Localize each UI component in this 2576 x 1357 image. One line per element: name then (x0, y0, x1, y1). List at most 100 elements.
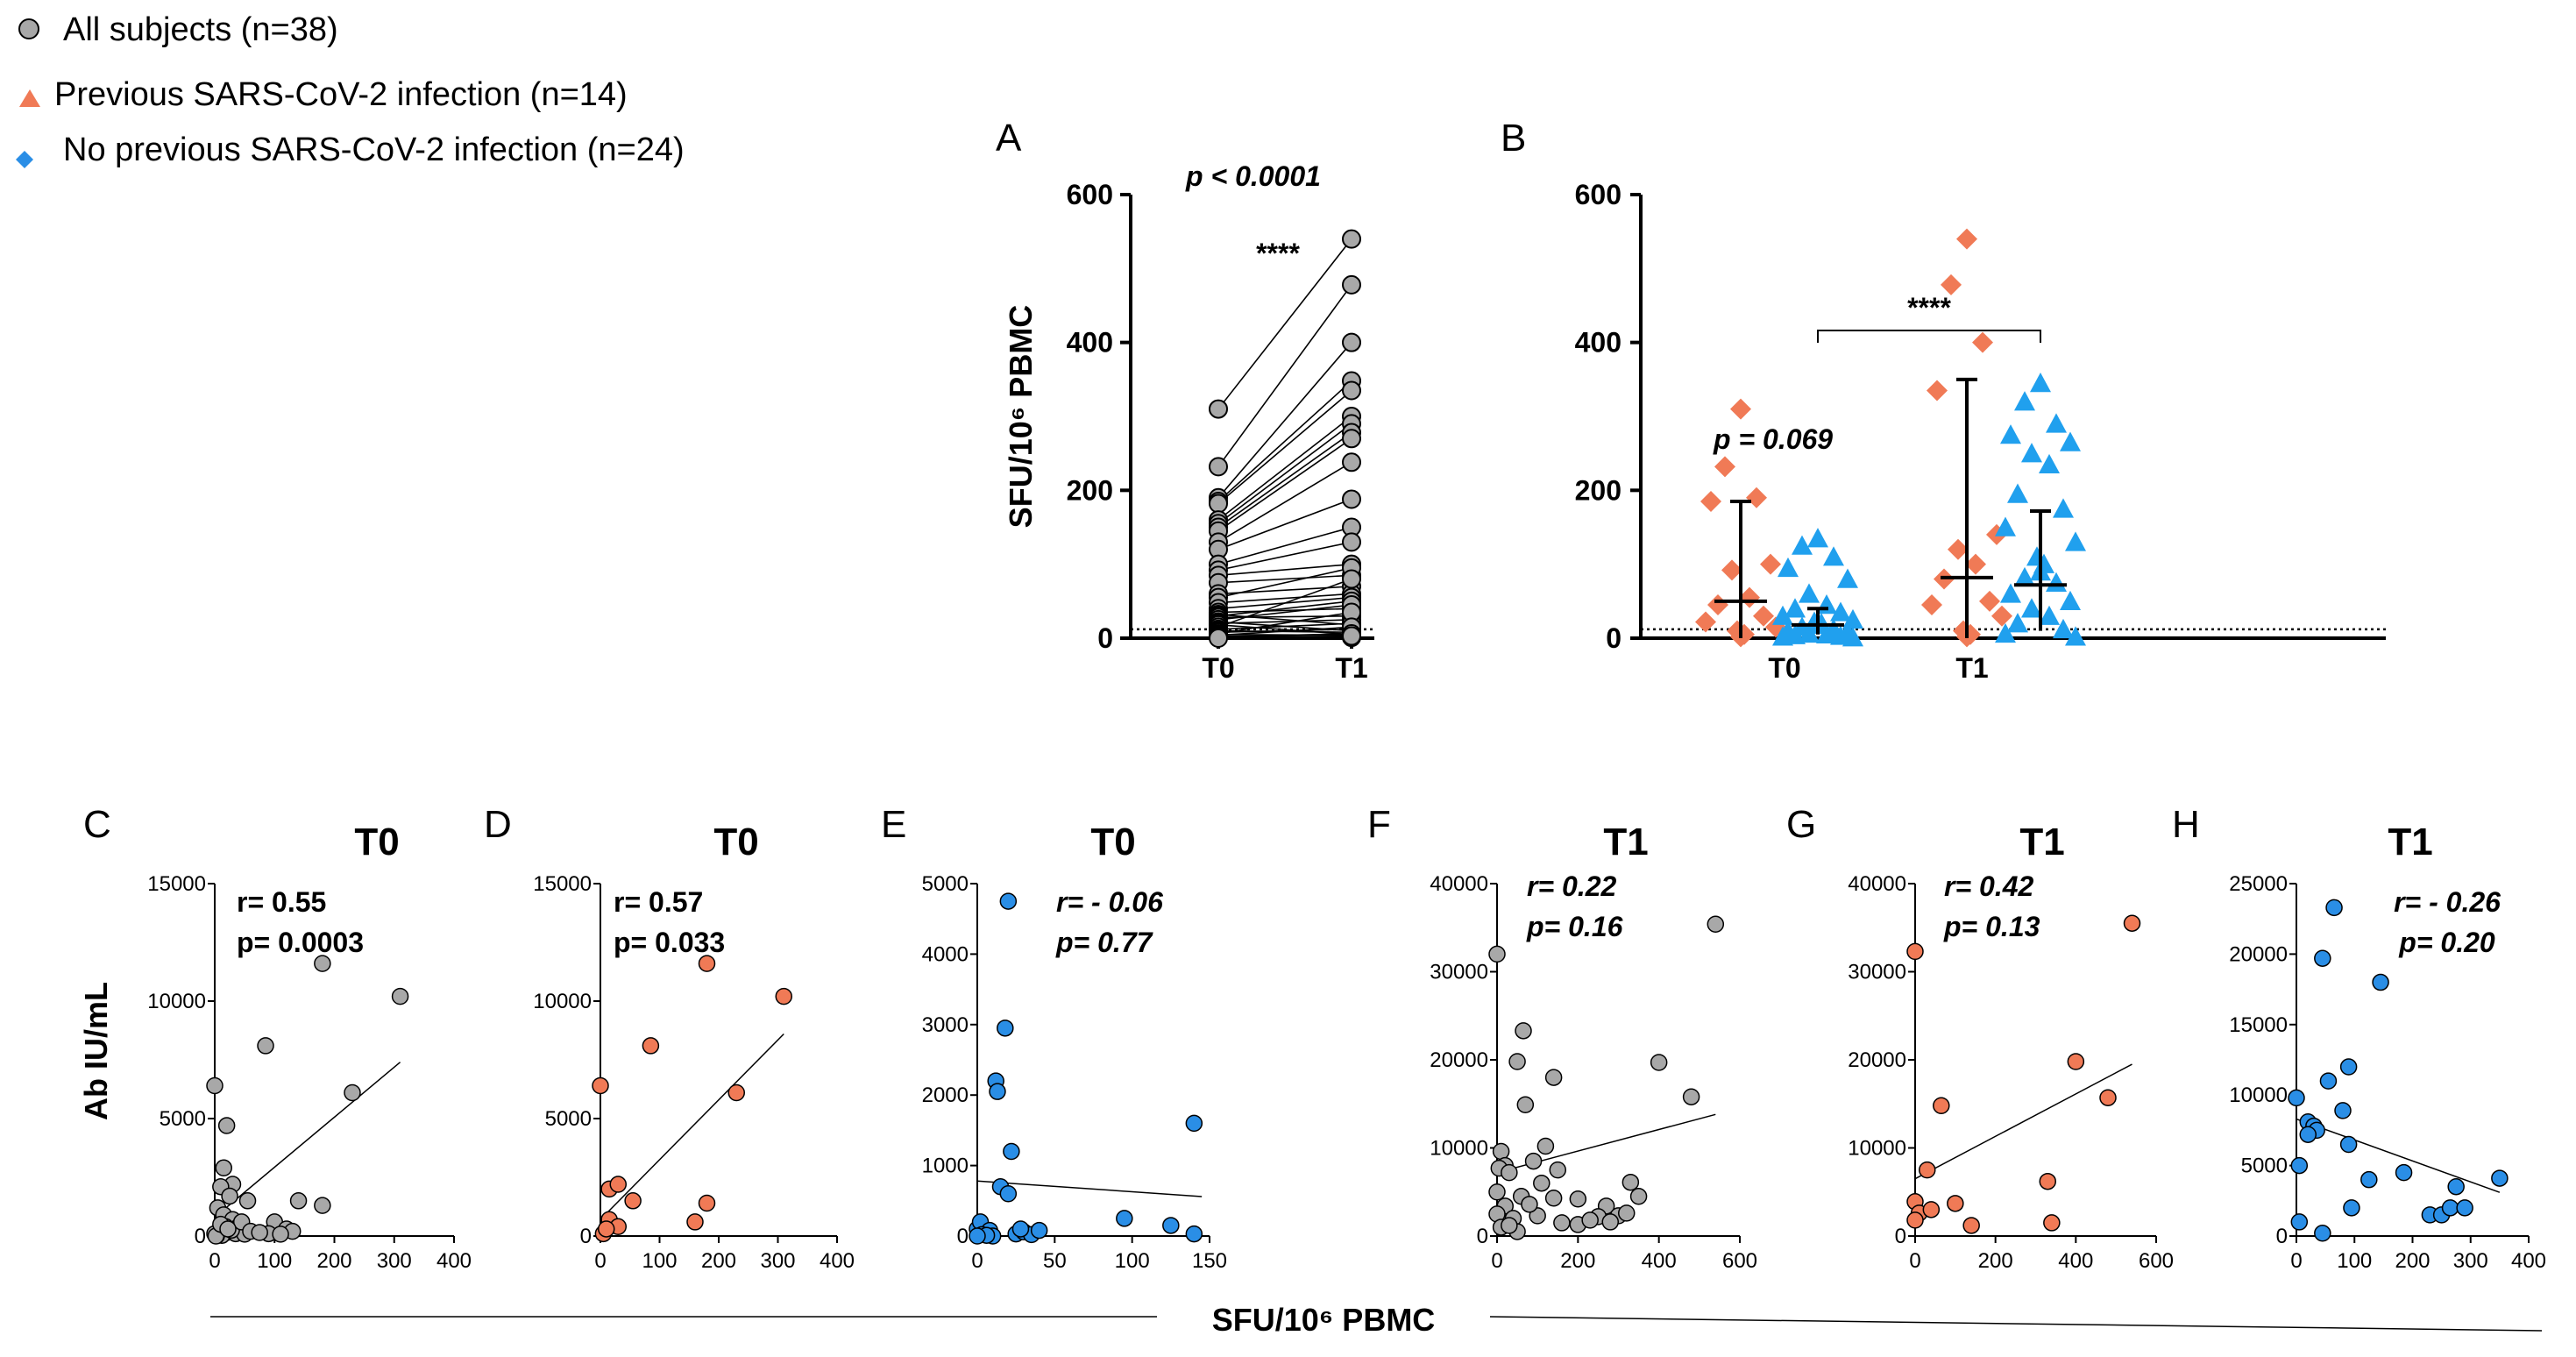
shared-x-rule-right (1489, 1316, 2543, 1332)
data-point (592, 1076, 609, 1095)
data-point (1842, 627, 1863, 647)
data-point (1011, 1220, 1030, 1238)
data-point (2039, 453, 2060, 474)
pair-line (1217, 461, 1352, 544)
shared-x-label: SFU/10⁶ PBMC (1212, 1302, 1436, 1338)
y-tick-label: 400 (1067, 327, 1113, 359)
data-point (2299, 1126, 2317, 1143)
data-point (1544, 1069, 1563, 1086)
data-point (2021, 443, 2042, 463)
data-point (1816, 623, 1837, 643)
y-tick-label: 40000 (1848, 872, 1906, 896)
data-point (1515, 1022, 1532, 1040)
data-point (1030, 1221, 1048, 1240)
pair-line (1217, 431, 1352, 529)
correlation-p: p= 0.0003 (237, 927, 364, 958)
data-point (1714, 456, 1735, 478)
x-tick-label: 400 (2511, 1249, 2546, 1273)
regression-line (214, 1062, 401, 1218)
x-tick-label: 0 (209, 1249, 220, 1273)
x-tick-label: 400 (436, 1249, 472, 1273)
data-point (775, 987, 792, 1005)
pair-line (1217, 526, 1352, 565)
data-point (1533, 1174, 1551, 1192)
data-point (1799, 583, 1820, 603)
y-tick-label: 20000 (1430, 1048, 1488, 1072)
correlation-p: p= 0.20 (2398, 927, 2495, 958)
data-point (1823, 546, 1844, 566)
p-value-annotation: p = 0.069 (1713, 423, 1833, 455)
y-tick-label: 5000 (160, 1107, 206, 1131)
panel-d: D T0 0 5000 10000 15000 0 100 200 300 400 r= 0.57 p=… (484, 803, 855, 1273)
y-axis-label: Ab IU/mL (78, 982, 114, 1120)
data-point (2014, 391, 2035, 411)
data-point (2021, 598, 2042, 618)
panel-g: G T1 0 10000 20000 30000 40000 0 200 400 600 r= 0.4… (1786, 803, 2174, 1273)
data-point (2065, 531, 2086, 551)
data-point (2334, 1102, 2352, 1119)
data-point (2325, 899, 2343, 917)
data-point (1617, 1204, 1636, 1222)
data-point (2360, 1170, 2378, 1189)
data-point (1941, 274, 1962, 295)
data-point (1492, 1142, 1510, 1161)
data-point (1553, 1214, 1571, 1232)
data-point (221, 1187, 238, 1205)
data-point (1730, 398, 1751, 420)
data-point (698, 1194, 716, 1212)
data-point-t1 (1342, 229, 1361, 249)
data-point (1524, 1152, 1543, 1170)
data-point (238, 1192, 257, 1210)
data-point (1185, 1225, 1203, 1243)
data-point-t1 (1342, 532, 1361, 552)
x-tick-label: 200 (701, 1249, 736, 1273)
y-tick-label: 10000 (1430, 1137, 1488, 1161)
legend-label-previous: Previous SARS-CoV-2 infection (n=14) (54, 76, 628, 113)
pair-line (1217, 567, 1352, 599)
pair-line (1217, 633, 1352, 638)
panel-e: E T0 0 1000 2000 3000 4000 5000 0 50 100 150 r= - 0.… (881, 803, 1227, 1273)
data-point (2491, 1169, 2509, 1187)
data-point (2447, 1177, 2465, 1196)
data-point (2053, 498, 2074, 518)
p-value-annotation: p < 0.0001 (1185, 160, 1321, 192)
x-tick-label: 300 (760, 1249, 795, 1273)
data-point (1919, 1161, 1936, 1179)
y-tick-label: 0 (195, 1225, 206, 1248)
data-point (1933, 1097, 1950, 1115)
pair-line (1217, 284, 1352, 467)
data-point-t1 (1342, 626, 1361, 646)
y-tick-label: 5000 (922, 872, 969, 896)
data-point (2314, 949, 2331, 967)
data-point (609, 1176, 627, 1193)
data-point (2290, 1213, 2309, 1231)
x-tick-label: 400 (1642, 1249, 1677, 1273)
x-tick-label: T1 (1335, 652, 1367, 684)
data-point (2014, 566, 2035, 587)
pair-line (1217, 238, 1352, 410)
data-point (1956, 228, 1977, 250)
pair-line (1217, 437, 1352, 532)
data-point (1529, 1207, 1546, 1225)
panel-h: H T1 0 5000 10000 15000 20000 25000 0 100 200 300 40… (2172, 803, 2546, 1273)
x-tick-label: 300 (377, 1249, 412, 1273)
legend-label-all: All subjects (n=38) (63, 11, 338, 48)
y-tick-label: 15000 (533, 872, 592, 896)
x-tick-label: 0 (2290, 1249, 2302, 1273)
data-point (2123, 914, 2141, 932)
legend: All subjects (n=38) Previous SARS-CoV-2 … (16, 11, 685, 168)
correlation-r: r= - 0.26 (2394, 886, 2501, 918)
data-point (1501, 1163, 1518, 1182)
y-tick-label: 30000 (1848, 961, 1906, 984)
data-point (1544, 1190, 1563, 1207)
y-tick-label: 10000 (1848, 1137, 1906, 1161)
pair-line (1217, 563, 1352, 577)
data-point (2060, 590, 2081, 611)
data-point (1778, 557, 1799, 578)
data-point (1906, 942, 1924, 961)
data-point (1581, 1211, 1599, 1229)
significance-stars: **** (1907, 292, 1951, 323)
panel-title: T1 (2388, 821, 2432, 863)
x-tick-label: 200 (1560, 1249, 1595, 1273)
pair-line (1217, 635, 1352, 639)
